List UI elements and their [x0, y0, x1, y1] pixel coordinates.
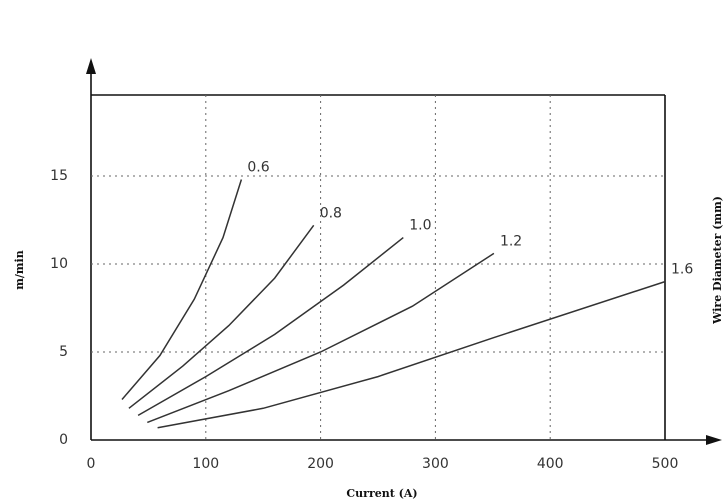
x-tick-label: 300: [422, 456, 449, 472]
x-arrow: [706, 435, 722, 445]
y-axis-label: m/min: [13, 250, 26, 289]
x-axis-label: Current (A): [346, 487, 417, 500]
curve: [147, 253, 494, 422]
y-tick-label: 10: [50, 256, 68, 272]
y-tick-label: 15: [50, 168, 68, 184]
x-tick-label: 0: [87, 456, 96, 472]
curve: [158, 282, 665, 428]
series-label: 0.6: [247, 159, 269, 175]
series-label: 1.2: [500, 233, 522, 249]
series-label: 0.8: [320, 205, 342, 221]
curve: [129, 225, 314, 408]
x-tick-label: 500: [652, 456, 679, 472]
x-tick-label: 400: [537, 456, 564, 472]
y-tick-label: 0: [59, 432, 68, 448]
x-tick-label: 100: [192, 456, 219, 472]
series-label: 1.6: [671, 262, 693, 278]
y-tick-label: 5: [59, 344, 68, 360]
series-label: 1.0: [409, 218, 431, 234]
x-tick-label: 200: [307, 456, 334, 472]
chart: Current (A) m/min Wire Diameter (mm) 0 10…: [0, 0, 727, 504]
y2-axis-label: Wire Diameter (mm): [711, 196, 724, 325]
y-arrow: [86, 58, 96, 74]
